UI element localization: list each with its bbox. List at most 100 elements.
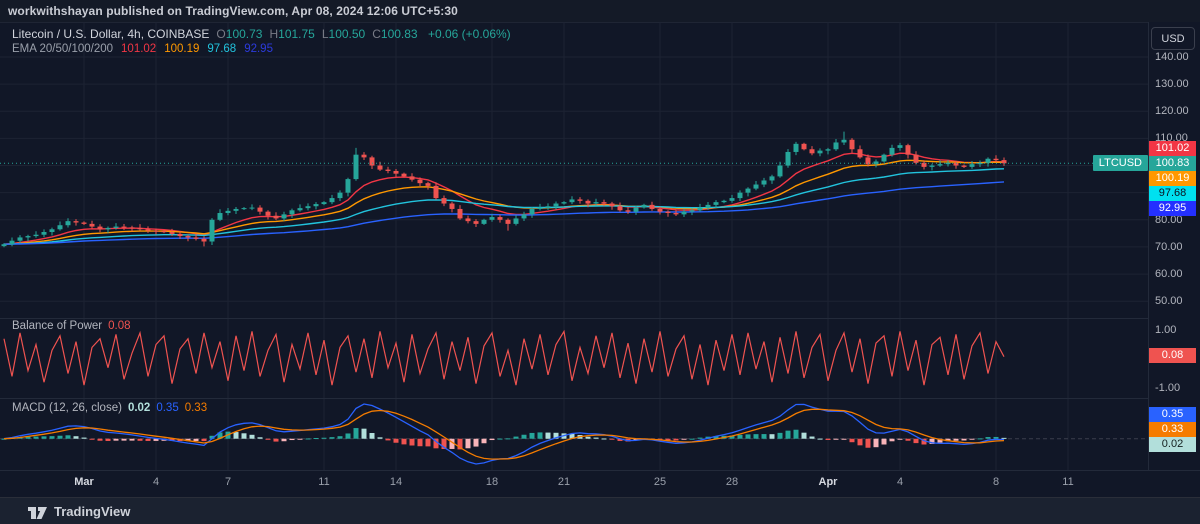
candle-body	[89, 223, 95, 227]
tradingview-logo[interactable]: TradingView	[28, 504, 130, 519]
macd-hist-bar	[353, 428, 359, 439]
price-tick: 70.00	[1155, 240, 1183, 253]
macd-hist-bar	[73, 436, 79, 439]
macd-hist-bar	[153, 438, 159, 441]
currency-toggle-button[interactable]: USD	[1151, 27, 1195, 50]
macd-hist-bar	[113, 438, 119, 441]
price-tick: 80.00	[1155, 213, 1183, 226]
macd-hist-bar	[777, 432, 783, 439]
candle-body	[297, 208, 303, 211]
candle-body	[241, 208, 247, 210]
macd-hist-bar	[145, 438, 151, 441]
macd-hist-bar	[785, 430, 791, 439]
candle-body	[521, 214, 527, 219]
time-tick: 14	[389, 476, 403, 488]
candle-body	[353, 154, 359, 180]
candle-body	[185, 236, 191, 238]
candle-body	[97, 226, 103, 230]
macd-hist-bar	[481, 438, 487, 444]
macd-hist-bar	[745, 434, 751, 439]
price-tick: 50.00	[1155, 295, 1183, 308]
chart-canvas[interactable]	[0, 22, 1148, 470]
candle-body	[825, 149, 831, 151]
macd-hist-bar	[769, 434, 775, 439]
candle-body	[889, 147, 895, 155]
bop-legend: Balance of Power 0.08	[12, 320, 131, 332]
candle-body	[881, 154, 887, 162]
ohlc-value: 100.73	[225, 27, 263, 41]
macd-hist-bar	[297, 438, 303, 440]
macd-hist-bar	[529, 432, 535, 439]
candle-body	[57, 225, 63, 230]
ohlc-value: 100.83	[380, 27, 418, 41]
macd-hist-bar	[969, 438, 975, 440]
candle-body	[137, 227, 143, 230]
macd-hist-bar	[25, 436, 31, 439]
candle-body	[377, 165, 383, 170]
macd-hist-bar	[377, 437, 383, 439]
macd-hist-bar	[961, 438, 967, 441]
candle-body	[785, 151, 791, 166]
macd-hist-bar	[857, 438, 863, 446]
macd-hist-bar	[921, 438, 927, 445]
macd-hist-bar	[729, 435, 735, 439]
candle-body	[225, 210, 231, 214]
candle-body	[809, 149, 815, 154]
macd-hist-bar	[833, 438, 839, 440]
macd-hist-bar	[129, 438, 135, 441]
candle-body	[9, 240, 15, 245]
macd-hist-bar	[633, 438, 639, 441]
bop-tick: 1.00	[1155, 324, 1177, 336]
macd-hist-bar	[361, 428, 367, 439]
macd-hist-bar	[401, 438, 407, 445]
candle-body	[545, 206, 551, 208]
macd-hist-bar	[385, 438, 391, 441]
candle-body	[385, 169, 391, 171]
candle-body	[849, 139, 855, 150]
macd-hist-bar	[569, 433, 575, 439]
time-tick: 7	[224, 476, 232, 488]
ohlc-value: 101.75	[278, 27, 315, 41]
candle-body	[761, 180, 767, 185]
symbol-legend: Litecoin / U.S. Dollar, 4h, COINBASE O100…	[12, 27, 511, 41]
candle-body	[649, 204, 655, 209]
bop-badge: 0.08	[1149, 348, 1196, 363]
pane-divider-2[interactable]	[0, 398, 1200, 399]
macd-hist-bar	[321, 437, 327, 439]
macd-hist-bar	[169, 438, 175, 441]
ema-label: EMA 20/50/100/200	[12, 43, 114, 55]
price-scale[interactable]: 140.00 130.00 120.00 110.00 80.00 70.00 60.00 5…	[1149, 22, 1200, 470]
symbol-price-tag: LTCUSD	[1092, 155, 1148, 171]
price-badge: 97.68	[1149, 186, 1196, 201]
candle-body	[665, 211, 671, 214]
candle-body	[169, 232, 175, 234]
macd-hist-bar	[865, 438, 871, 448]
candle-body	[921, 162, 927, 167]
macd-hist-bar	[121, 438, 127, 441]
candle-body	[417, 179, 423, 184]
macd-hist-bar	[497, 438, 503, 440]
ohlc-key: H	[269, 27, 279, 41]
time-axis[interactable]: Mar 4 7 11 14 18 21 25 28 Apr 4 8 11	[0, 471, 1200, 496]
time-tick: 8	[992, 476, 1000, 488]
pane-divider-1[interactable]	[0, 318, 1200, 319]
candle-body	[313, 204, 319, 207]
change-value: +0.06 (+0.06%)	[427, 27, 511, 41]
macd-hist-bar	[41, 436, 47, 439]
ema-value: 100.19	[164, 43, 200, 55]
candle-body	[713, 202, 719, 205]
candle-body	[577, 199, 583, 201]
bop-tick: -1.00	[1155, 382, 1181, 394]
candle-body	[121, 226, 127, 228]
macd-hist-bar	[889, 438, 895, 442]
macd-hist-bar	[953, 438, 959, 441]
candle-body	[265, 211, 271, 216]
macd-hist-bar	[233, 432, 239, 439]
time-tick: 25	[653, 476, 667, 488]
candle-body	[857, 149, 863, 158]
ema-40-line	[3, 168, 1005, 245]
macd-hist-value: 0.02	[127, 402, 151, 414]
macd-hist-bar	[433, 438, 439, 449]
candle-body	[209, 219, 215, 242]
